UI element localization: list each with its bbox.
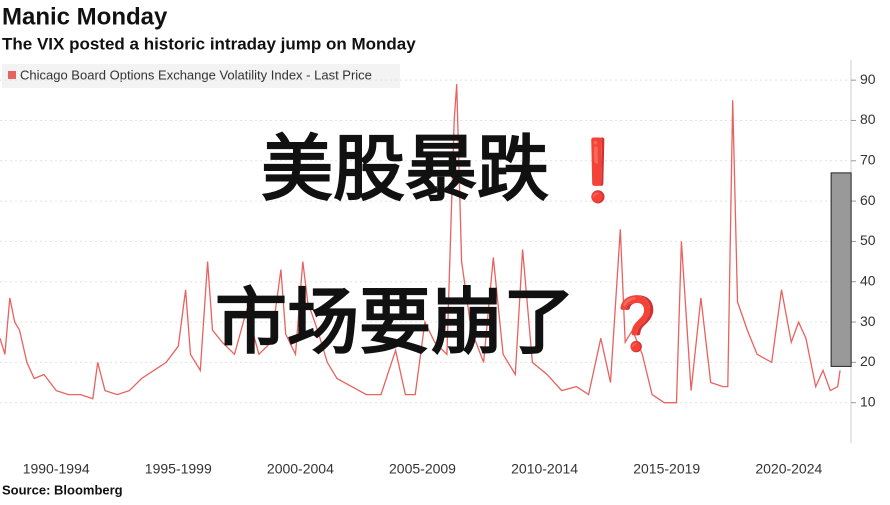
y-tick-label: 30 bbox=[860, 313, 876, 329]
intraday-jump bbox=[830, 172, 852, 367]
y-tick-label: 70 bbox=[860, 151, 876, 167]
x-tick-label: 2015-2019 bbox=[633, 461, 700, 477]
x-tick-label: 1990-1994 bbox=[23, 461, 90, 477]
x-tick-label: 2010-2014 bbox=[511, 461, 578, 477]
y-tick-label: 50 bbox=[860, 232, 876, 248]
line-series bbox=[0, 84, 841, 404]
x-tick-label: 2020-2024 bbox=[755, 461, 822, 477]
legend-swatch bbox=[8, 71, 16, 79]
legend-box bbox=[2, 64, 400, 88]
source: Source: Bloomberg bbox=[2, 482, 123, 497]
annotation: ❓ bbox=[605, 294, 670, 354]
y-tick-label: 10 bbox=[860, 393, 876, 409]
x-tick-label: 2000-2004 bbox=[267, 461, 334, 477]
annotation: 市场要崩了 bbox=[215, 283, 575, 363]
y-tick-label: 20 bbox=[860, 353, 876, 369]
chart-title: Manic Monday bbox=[2, 3, 168, 30]
y-tick-label: 80 bbox=[860, 111, 876, 127]
annotation: ❗ bbox=[561, 136, 636, 205]
legend-label: Chicago Board Options Exchange Volatilit… bbox=[20, 67, 372, 82]
annotation: 美股暴跌 bbox=[261, 130, 549, 210]
y-tick-label: 40 bbox=[860, 272, 876, 288]
x-tick-label: 1995-1999 bbox=[145, 461, 212, 477]
y-tick-label: 60 bbox=[860, 192, 876, 208]
chart-subtitle: The VIX posted a historic intraday jump … bbox=[2, 34, 416, 53]
y-tick-label: 90 bbox=[860, 71, 876, 87]
x-tick-label: 2005-2009 bbox=[389, 461, 456, 477]
